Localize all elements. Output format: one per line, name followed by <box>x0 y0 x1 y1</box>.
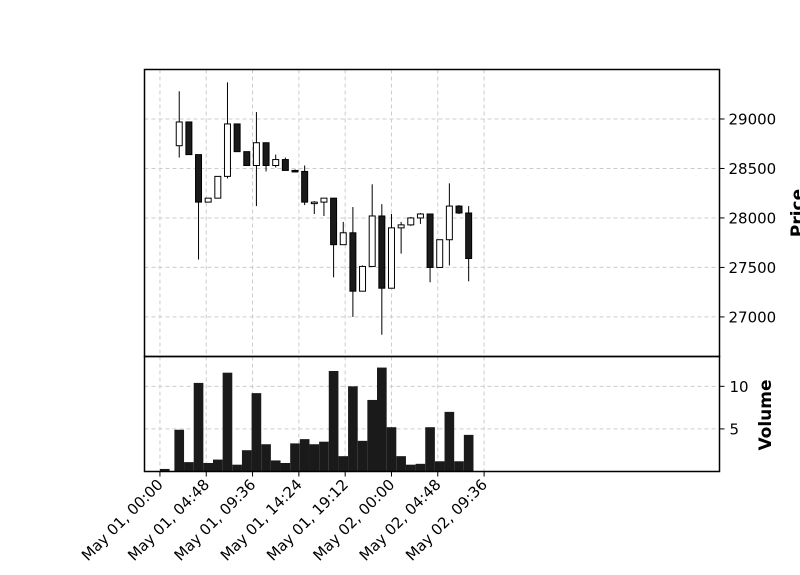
candle-body-28 <box>445 205 453 241</box>
volume-bar-21 <box>367 399 378 472</box>
candle-body-16 <box>330 197 338 246</box>
volume-bar-11 <box>270 460 281 472</box>
candle-body-10 <box>272 159 280 166</box>
volume-bar-0 <box>159 468 170 472</box>
volume-bar-27 <box>425 427 435 472</box>
candle-body-7 <box>243 151 251 166</box>
volume-bar-30 <box>454 461 464 472</box>
volume-bar-26 <box>415 463 426 472</box>
volume-bar-3 <box>193 382 204 472</box>
x-tick-label-5: May 02, 00:00 <box>309 476 398 565</box>
volume-bar-28 <box>434 461 445 472</box>
candle-body-23 <box>397 224 405 229</box>
candle-body-1 <box>185 121 193 156</box>
candle-body-15 <box>320 197 328 203</box>
candle-body-12 <box>291 169 299 173</box>
volume-bar-20 <box>357 440 368 472</box>
x-tick-label-7: May 02, 09:36 <box>402 476 491 565</box>
candle-body-20 <box>368 215 376 267</box>
candle-body-4 <box>214 175 222 199</box>
x-tick-label-2: May 01, 09:36 <box>171 476 260 565</box>
volume-bar-6 <box>222 372 233 472</box>
volume-bar-5 <box>212 459 223 472</box>
price-tick-label-1: 27500 <box>729 259 777 277</box>
x-tick-label-0: May 01, 00:00 <box>78 476 167 565</box>
candle-body-2 <box>195 154 203 203</box>
volume-tick-label-0: 5 <box>730 420 740 438</box>
volume-axis-title: Volume <box>756 379 776 450</box>
candle-body-5 <box>223 123 231 177</box>
candle-body-22 <box>387 227 395 289</box>
volume-bar-4 <box>203 462 213 472</box>
volume-bar-25 <box>405 464 416 472</box>
x-tick-label-4: May 01, 19:12 <box>263 476 352 565</box>
volume-bar-10 <box>261 444 271 472</box>
candle-body-21 <box>378 215 386 289</box>
candle-body-25 <box>416 213 424 219</box>
candle-body-29 <box>455 205 463 214</box>
price-panel-frame <box>143 68 721 358</box>
volume-bar-24 <box>396 456 406 472</box>
volume-bar-23 <box>386 427 397 472</box>
x-tick-label-6: May 02, 04:48 <box>356 476 445 565</box>
candle-wicks <box>178 82 470 335</box>
volume-bar-15 <box>309 444 320 472</box>
volume-bar-16 <box>319 441 329 472</box>
volume-bar-9 <box>251 393 262 472</box>
candle-body-13 <box>301 170 309 203</box>
volume-bar-18 <box>338 456 349 472</box>
grid-lines <box>144 69 720 472</box>
volume-bar-8 <box>241 450 252 472</box>
volume-bar-19 <box>348 386 358 472</box>
candle-body-19 <box>359 265 367 292</box>
price-tick-label-0: 27000 <box>729 308 777 326</box>
volume-bar-17 <box>328 370 339 472</box>
x-tick-label-3: May 01, 14:24 <box>217 476 306 565</box>
candle-body-11 <box>281 159 289 171</box>
candle-body-9 <box>262 142 270 166</box>
candle-body-3 <box>204 197 212 203</box>
candle-body-27 <box>436 239 444 268</box>
candle-body-26 <box>426 213 434 268</box>
candle-body-18 <box>349 232 357 292</box>
volume-bar-31 <box>463 434 474 472</box>
price-tick-label-2: 28000 <box>729 209 777 227</box>
candle-body-14 <box>310 201 318 205</box>
price-tick-label-4: 29000 <box>729 110 777 128</box>
candle-body-30 <box>465 212 473 260</box>
candle-body-6 <box>233 123 241 153</box>
volume-bar-7 <box>232 464 242 472</box>
candle-body-24 <box>407 217 415 226</box>
volume-tick-label-1: 10 <box>730 378 749 396</box>
volume-bar-13 <box>290 443 300 472</box>
volume-bar-2 <box>184 462 194 472</box>
volume-panel-frame <box>143 355 721 473</box>
volume-bar-1 <box>174 429 185 472</box>
x-tick-label-1: May 01, 04:48 <box>124 476 213 565</box>
price-axis-title: Price <box>788 189 800 237</box>
candle-body-8 <box>252 142 260 166</box>
price-tick-label-3: 28500 <box>729 160 777 178</box>
candle-bodies <box>175 121 473 292</box>
volume-bar-22 <box>377 367 387 472</box>
volume-bar-12 <box>280 462 291 472</box>
candle-body-0 <box>175 121 183 147</box>
volume-bars <box>159 367 474 472</box>
candle-body-17 <box>339 232 347 246</box>
volume-bar-14 <box>299 439 310 472</box>
volume-bar-29 <box>444 411 455 472</box>
